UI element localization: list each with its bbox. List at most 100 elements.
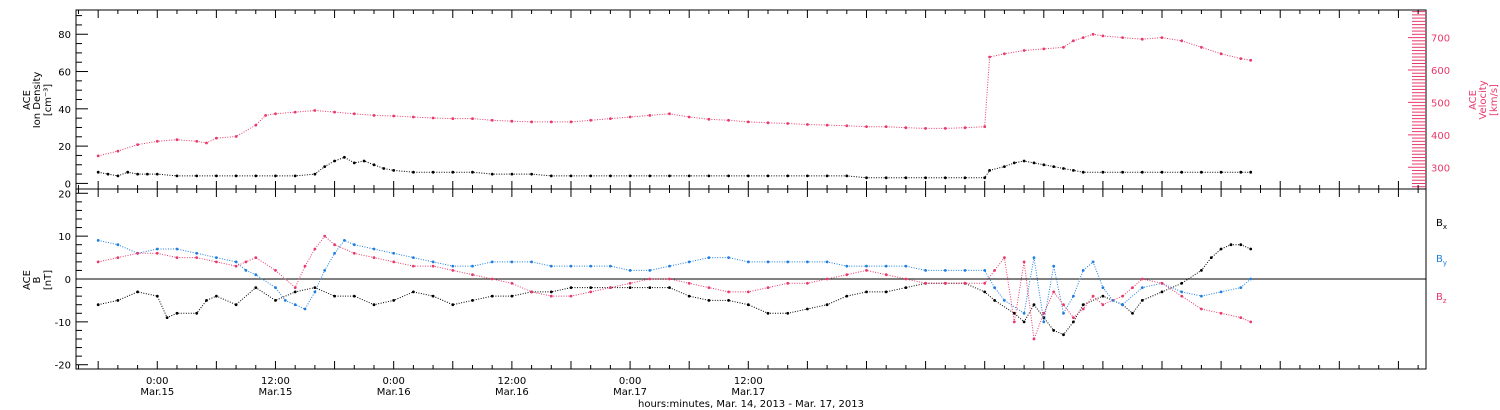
bx-series-point bbox=[1072, 320, 1075, 324]
bx-series-point bbox=[1249, 247, 1253, 251]
bz-series-point bbox=[333, 243, 336, 247]
ion-density-series-point bbox=[786, 174, 790, 178]
bx-series-point bbox=[471, 299, 474, 302]
by-series-point bbox=[392, 251, 396, 255]
ion-density-series-point bbox=[215, 174, 218, 178]
ion-density-series-point bbox=[983, 176, 987, 180]
by-series-point bbox=[530, 260, 533, 264]
by-series-point bbox=[589, 264, 593, 268]
bz-series-point bbox=[352, 251, 356, 255]
bx-series-point bbox=[993, 299, 996, 302]
ion-density-series-point bbox=[628, 174, 632, 178]
velocity-series-point bbox=[1180, 39, 1184, 43]
by-series-point bbox=[806, 260, 809, 264]
by-series-point bbox=[943, 269, 947, 272]
bz-series-point bbox=[510, 281, 514, 285]
velocity-series-point bbox=[372, 114, 376, 117]
ion-density-series-point bbox=[293, 174, 297, 178]
bx-series-point bbox=[293, 290, 297, 294]
ion-density-series-point bbox=[1239, 170, 1243, 174]
series-layer bbox=[96, 32, 1253, 341]
ion-density-series-point bbox=[825, 174, 829, 178]
bz-series-point bbox=[668, 277, 671, 281]
bz-series-point bbox=[1180, 294, 1184, 298]
by-series-point bbox=[431, 260, 435, 264]
velocity-series-point bbox=[746, 120, 750, 124]
by-series-point bbox=[746, 260, 750, 264]
bx-series-point bbox=[195, 311, 199, 315]
bottom-left-tick-label: -10 bbox=[55, 318, 71, 329]
ion-density-series-point bbox=[471, 170, 474, 174]
ion-density-series-point bbox=[904, 176, 908, 180]
by-series-point bbox=[549, 264, 553, 268]
bz-series-point bbox=[1081, 307, 1085, 311]
velocity-series-point bbox=[549, 120, 553, 124]
by-series-point bbox=[727, 256, 730, 259]
bz-series-point bbox=[293, 286, 297, 289]
bx-series-point bbox=[569, 286, 573, 289]
velocity-series-point bbox=[205, 141, 208, 145]
by-series-point bbox=[244, 269, 248, 272]
bz-series-point bbox=[254, 256, 258, 259]
velocity-series bbox=[96, 32, 1253, 158]
ion-density-series-point bbox=[963, 176, 967, 180]
by-series-point bbox=[628, 269, 632, 272]
bx-series-point bbox=[1052, 329, 1056, 332]
bz-series-point bbox=[431, 264, 435, 268]
by-series-point bbox=[1042, 320, 1046, 324]
by-series-point bbox=[1022, 311, 1026, 315]
bz-series-point bbox=[786, 281, 790, 285]
bz-series-point bbox=[313, 247, 317, 251]
by-series-point bbox=[924, 269, 927, 272]
velocity-series-point bbox=[1072, 39, 1075, 43]
by-series-point bbox=[1121, 303, 1124, 307]
by-series-point bbox=[983, 269, 987, 272]
top-left-tick-label: 0 bbox=[65, 179, 71, 190]
top-right-ylabel-line3: [km/s] bbox=[1489, 84, 1500, 116]
velocity-series-point bbox=[806, 123, 809, 126]
bz-series-point bbox=[451, 269, 455, 272]
by-series-point bbox=[1032, 256, 1036, 259]
ion-density-series-point bbox=[1180, 170, 1184, 174]
by-series-point bbox=[845, 264, 849, 268]
ion-density-series-point bbox=[766, 174, 770, 178]
bx-series-point bbox=[136, 290, 140, 294]
by-series-point bbox=[687, 260, 691, 264]
bz-series-point bbox=[490, 277, 494, 281]
ion-density-series-point bbox=[146, 172, 149, 176]
bz-series-point bbox=[155, 251, 159, 255]
bx-series-point bbox=[746, 303, 750, 307]
ion-density-series-point bbox=[1121, 170, 1124, 174]
by-series-point bbox=[116, 243, 120, 247]
by-series-trace bbox=[98, 239, 1252, 322]
by-series-point bbox=[648, 269, 652, 272]
top-panel-frame bbox=[75, 9, 1427, 190]
velocity-series-point bbox=[766, 121, 770, 125]
by-series-point bbox=[1101, 286, 1105, 289]
bz-series-point bbox=[609, 286, 612, 289]
ion-density-series-point bbox=[412, 170, 415, 174]
by-series-point bbox=[707, 256, 711, 259]
velocity-series-point bbox=[234, 135, 238, 138]
ion-density-series-point bbox=[195, 174, 199, 178]
velocity-series-point bbox=[1239, 57, 1243, 60]
bz-series-point bbox=[963, 281, 967, 285]
bz-series-point bbox=[993, 269, 996, 272]
velocity-series-point bbox=[924, 126, 927, 130]
velocity-series-point bbox=[825, 123, 829, 127]
legend-bx: Bx bbox=[1436, 218, 1447, 231]
bz-series-point bbox=[1121, 294, 1124, 298]
ion-density-series-point bbox=[943, 176, 947, 180]
bx-series-point bbox=[648, 286, 652, 289]
bz-series-point bbox=[1200, 307, 1203, 311]
velocity-series-point bbox=[451, 117, 455, 120]
velocity-series-point bbox=[412, 115, 415, 119]
ion-density-series-point bbox=[727, 174, 730, 178]
velocity-series-point bbox=[136, 143, 140, 147]
ion-density-series-point bbox=[1072, 169, 1075, 172]
by-series-point bbox=[303, 307, 307, 311]
by-series-point bbox=[1180, 290, 1184, 294]
top-right-tick-label: 500 bbox=[1431, 98, 1450, 109]
ion-density-series-point bbox=[746, 174, 750, 178]
bx-series-point bbox=[727, 299, 730, 302]
